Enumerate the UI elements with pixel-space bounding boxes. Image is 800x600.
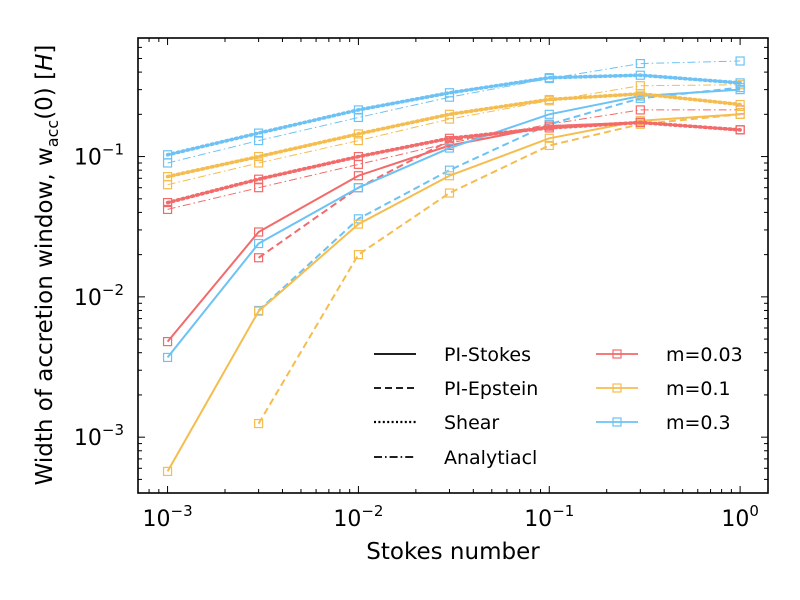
data-point bbox=[353, 151, 364, 162]
data-point bbox=[353, 214, 364, 224]
y-axis-label-unit: H bbox=[32, 54, 58, 71]
legend-label-dotted: Shear bbox=[444, 412, 499, 434]
legend-label-m-0-3: m=0.3 bbox=[666, 412, 731, 434]
series-line bbox=[166, 121, 741, 343]
data-point bbox=[254, 128, 264, 138]
legend-marker-m-0-3 bbox=[612, 417, 622, 427]
series-line bbox=[165, 92, 742, 179]
data-point bbox=[735, 78, 745, 88]
data-point bbox=[353, 250, 364, 260]
data-point bbox=[544, 73, 554, 83]
data-point bbox=[353, 171, 364, 181]
series-line bbox=[165, 120, 742, 205]
legend-label-m-0-03: m=0.03 bbox=[666, 344, 743, 366]
y-tick-label: 10−2 bbox=[74, 281, 124, 311]
series-layer bbox=[162, 56, 745, 477]
data-point bbox=[254, 227, 264, 237]
data-point bbox=[444, 143, 455, 153]
x-axis-label: Stokes number bbox=[366, 539, 540, 565]
x-tick-label: 10−1 bbox=[524, 502, 574, 532]
y-tick-label: 10−3 bbox=[74, 421, 124, 451]
legend-marker-m-0-1 bbox=[612, 383, 622, 393]
data-point bbox=[735, 85, 745, 95]
x-tick-label: 10−3 bbox=[143, 502, 193, 532]
data-point bbox=[635, 117, 645, 128]
y-tick-label: 10−1 bbox=[74, 141, 124, 171]
x-tick-label: 10−2 bbox=[333, 502, 383, 532]
data-point bbox=[444, 109, 455, 119]
data-point bbox=[735, 125, 745, 135]
data-point bbox=[162, 171, 173, 182]
data-point bbox=[162, 197, 173, 208]
x-tick-label: 100 bbox=[721, 502, 759, 532]
data-point bbox=[162, 158, 173, 168]
data-point bbox=[635, 70, 645, 80]
data-point bbox=[254, 418, 264, 429]
legend: PI-Stokes PI-Epstein Shear Analytiacl m=0.03… bbox=[374, 344, 743, 469]
series-line bbox=[165, 73, 742, 157]
data-point bbox=[254, 306, 264, 316]
tick-labels-layer: 10−3 10−2 10−1 100 10−3 10−2 10−1 bbox=[74, 141, 759, 532]
data-point bbox=[254, 253, 264, 263]
data-point bbox=[353, 159, 364, 169]
data-point bbox=[353, 219, 364, 229]
data-point bbox=[444, 165, 455, 175]
data-point bbox=[635, 105, 645, 115]
series-line bbox=[166, 88, 741, 359]
data-point bbox=[254, 183, 264, 193]
plot-frame bbox=[137, 37, 769, 494]
data-point bbox=[162, 466, 173, 477]
data-point bbox=[444, 88, 455, 98]
data-point bbox=[735, 99, 745, 110]
data-point bbox=[444, 133, 455, 143]
y-axis-label: Width of accretion window, wacc(0) [H] bbox=[32, 45, 62, 486]
data-point bbox=[544, 140, 554, 151]
series-shear-m-0-3 bbox=[162, 70, 745, 160]
legend-label-solid: PI-Stokes bbox=[444, 344, 531, 366]
data-point bbox=[254, 174, 264, 184]
data-point bbox=[162, 150, 173, 160]
data-point bbox=[162, 180, 173, 190]
data-point bbox=[353, 112, 364, 123]
data-point bbox=[735, 109, 745, 119]
series-line bbox=[257, 86, 741, 312]
y-axis-label-subscript: acc bbox=[43, 120, 62, 147]
data-point bbox=[444, 171, 455, 181]
data-point bbox=[353, 135, 364, 146]
data-point bbox=[544, 94, 554, 105]
series-line bbox=[167, 60, 741, 164]
y-axis-label-prefix: Width of accretion window, w bbox=[32, 147, 58, 485]
data-point bbox=[162, 336, 173, 347]
data-point bbox=[162, 352, 173, 363]
data-point bbox=[162, 204, 173, 215]
data-point bbox=[735, 56, 745, 66]
data-point bbox=[635, 89, 645, 99]
series-shear-m-0-1 bbox=[162, 89, 745, 182]
data-point bbox=[544, 123, 554, 133]
data-point bbox=[444, 188, 455, 198]
legend-label-dashdot: Analytiacl bbox=[444, 447, 537, 469]
data-point bbox=[353, 183, 364, 193]
data-point bbox=[353, 105, 364, 115]
series-shear-m-0-03 bbox=[162, 117, 745, 208]
data-point bbox=[544, 109, 554, 119]
y-axis-label-suffix: (0) [ bbox=[32, 71, 58, 120]
data-point bbox=[254, 151, 264, 162]
legend-label-m-0-1: m=0.1 bbox=[666, 378, 731, 400]
data-point bbox=[254, 158, 264, 168]
series-pi-stokes-m-0-3 bbox=[162, 85, 745, 363]
data-point bbox=[635, 58, 645, 69]
legend-label-dashed: PI-Epstein bbox=[444, 378, 538, 400]
data-point bbox=[254, 238, 264, 249]
y-axis-label-close: ] bbox=[32, 45, 58, 54]
data-point bbox=[353, 129, 364, 139]
legend-marker-m-0-03 bbox=[612, 349, 622, 359]
data-point bbox=[544, 133, 554, 143]
